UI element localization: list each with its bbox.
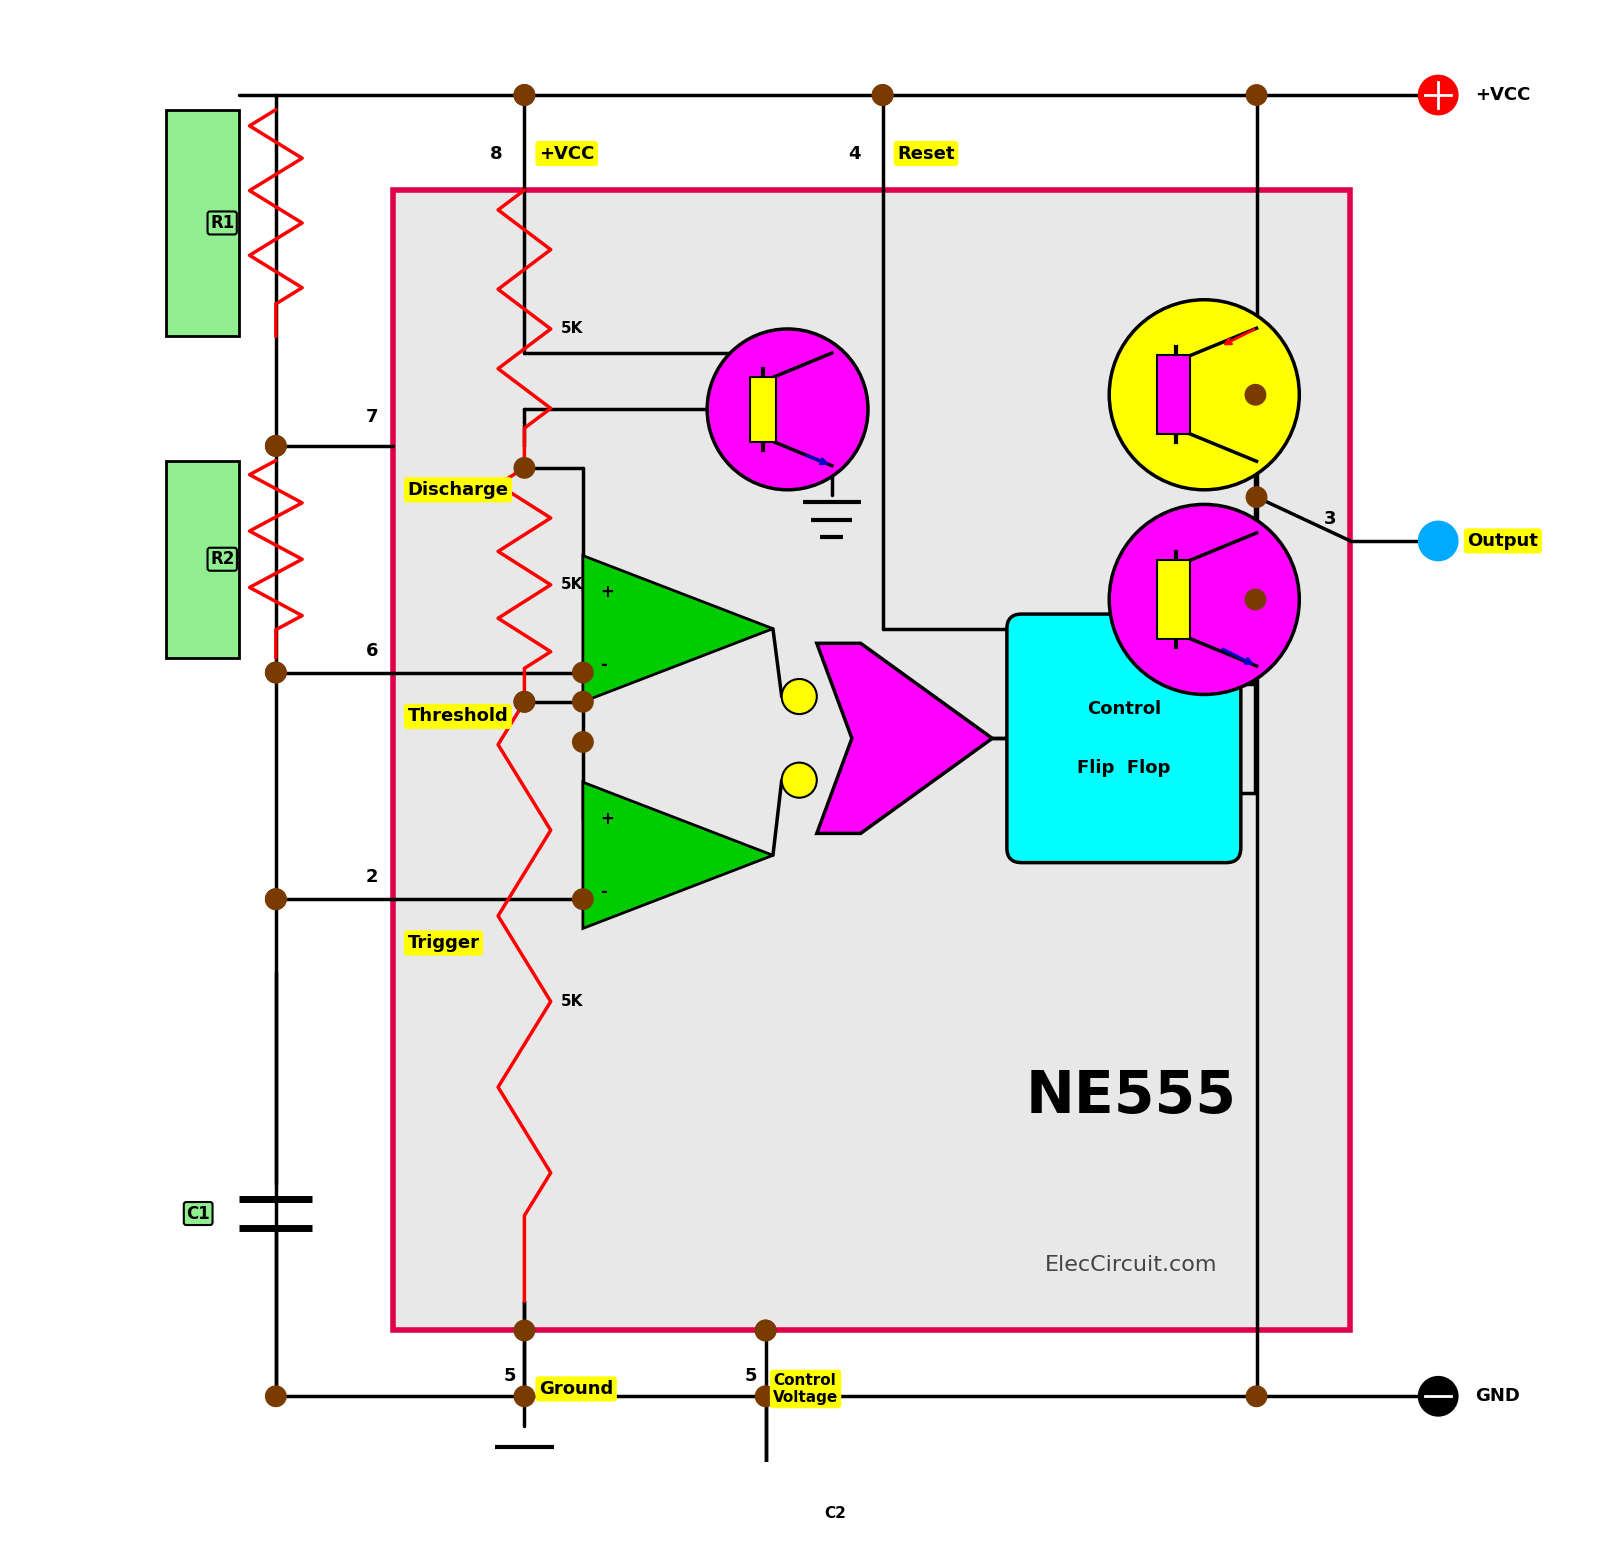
- Circle shape: [708, 330, 868, 490]
- Circle shape: [782, 679, 818, 715]
- Circle shape: [266, 1386, 287, 1406]
- Circle shape: [1420, 1377, 1457, 1416]
- Text: GND: GND: [1475, 1388, 1520, 1405]
- Text: Flip  Flop: Flip Flop: [1077, 758, 1171, 777]
- Text: 8: 8: [491, 144, 502, 162]
- Text: 5K: 5K: [560, 577, 583, 593]
- Text: +: +: [601, 809, 614, 828]
- Circle shape: [515, 85, 534, 105]
- Text: R1: R1: [210, 213, 235, 232]
- Text: 5K: 5K: [560, 995, 583, 1009]
- Circle shape: [1109, 504, 1300, 695]
- Text: +VCC: +VCC: [1475, 87, 1530, 104]
- Circle shape: [573, 732, 593, 752]
- Text: Reset: Reset: [897, 144, 955, 162]
- Circle shape: [873, 85, 892, 105]
- Text: 3: 3: [1323, 511, 1336, 528]
- Text: +VCC: +VCC: [539, 144, 594, 162]
- Text: C2: C2: [824, 1505, 847, 1521]
- Text: 7: 7: [366, 408, 379, 425]
- Circle shape: [1245, 385, 1266, 405]
- Circle shape: [1420, 76, 1457, 114]
- Text: 5: 5: [745, 1368, 758, 1385]
- Circle shape: [1247, 487, 1266, 507]
- Text: ElecCircuit.com: ElecCircuit.com: [1044, 1255, 1217, 1275]
- Text: Output: Output: [1467, 532, 1538, 551]
- Circle shape: [266, 662, 287, 682]
- Circle shape: [573, 662, 593, 682]
- Circle shape: [573, 890, 593, 910]
- Polygon shape: [583, 555, 772, 702]
- Text: -: -: [601, 656, 607, 674]
- Text: C1: C1: [186, 1205, 210, 1222]
- Circle shape: [515, 692, 534, 712]
- Text: NE555: NE555: [1026, 1067, 1237, 1125]
- Text: Threshold: Threshold: [408, 707, 508, 726]
- Circle shape: [756, 1386, 776, 1406]
- Text: 4: 4: [848, 144, 861, 162]
- Text: Discharge: Discharge: [408, 481, 508, 498]
- Text: 2: 2: [366, 868, 379, 886]
- Text: 5K: 5K: [560, 322, 583, 336]
- Circle shape: [1109, 300, 1300, 490]
- Circle shape: [515, 1386, 534, 1406]
- Circle shape: [515, 458, 534, 478]
- Circle shape: [266, 436, 287, 456]
- Circle shape: [1247, 1386, 1266, 1406]
- Text: R2: R2: [210, 551, 235, 568]
- Bar: [750, 377, 776, 441]
- Circle shape: [266, 436, 287, 456]
- Polygon shape: [818, 644, 992, 834]
- Circle shape: [1247, 85, 1266, 105]
- Circle shape: [573, 692, 593, 712]
- Text: +: +: [601, 583, 614, 602]
- Circle shape: [782, 763, 818, 798]
- Bar: [1158, 560, 1190, 639]
- Circle shape: [266, 662, 287, 682]
- Text: 5: 5: [504, 1368, 516, 1385]
- Circle shape: [266, 890, 287, 910]
- Circle shape: [266, 890, 287, 910]
- Bar: [393, 190, 1350, 1330]
- Bar: [1158, 356, 1190, 435]
- Text: Control: Control: [1086, 701, 1161, 718]
- Circle shape: [873, 85, 892, 105]
- Polygon shape: [583, 783, 772, 928]
- Circle shape: [515, 1320, 534, 1341]
- Bar: [167, 110, 240, 336]
- Text: 6: 6: [366, 642, 379, 659]
- Text: Ground: Ground: [539, 1380, 614, 1398]
- Text: -: -: [601, 883, 607, 900]
- Circle shape: [515, 692, 534, 712]
- Text: Trigger: Trigger: [408, 934, 479, 951]
- Bar: [167, 461, 240, 657]
- Circle shape: [1420, 521, 1457, 560]
- Circle shape: [756, 1320, 776, 1341]
- Circle shape: [515, 85, 534, 105]
- Circle shape: [756, 1320, 776, 1341]
- Circle shape: [1245, 589, 1266, 610]
- Text: Control
Voltage: Control Voltage: [772, 1372, 839, 1405]
- FancyBboxPatch shape: [1007, 614, 1240, 863]
